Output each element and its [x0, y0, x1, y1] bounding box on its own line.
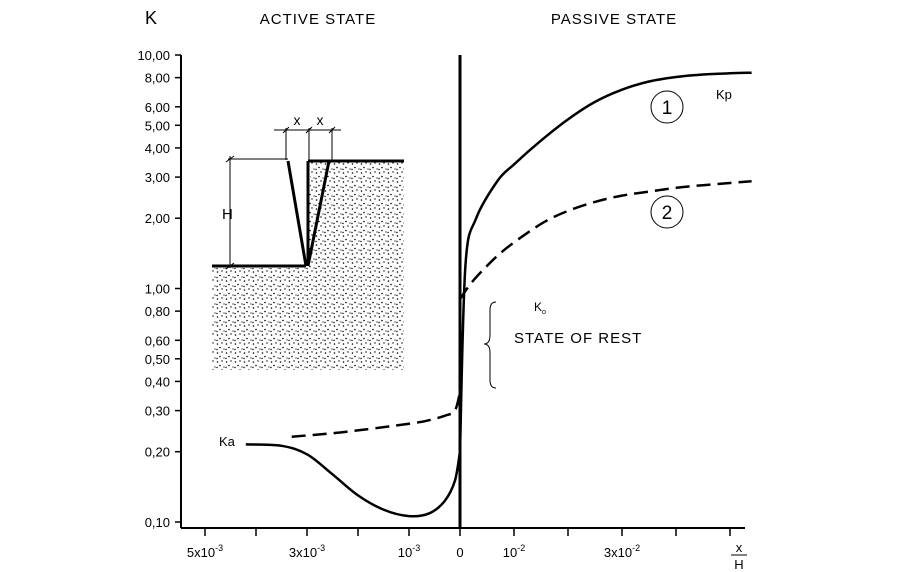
wall-inset-diagram: x x H [212, 112, 404, 370]
series-line-2 [458, 179, 752, 300]
x-axis-label-numerator: x [736, 540, 743, 555]
inset-dim-h-tick-top [225, 155, 235, 163]
x-ticks: 5x10-3 3x10-3 10-3 0 10-2 3x10-2 [187, 528, 731, 560]
y-tick-label: 0,10 [145, 515, 170, 530]
inset-dim-h-tick-bottom [225, 262, 235, 270]
x-tick-label: 5x10-3 [187, 543, 223, 560]
x-tick-label: 0 [456, 545, 463, 560]
y-tick-label: 5,00 [145, 118, 170, 133]
soil-hatch-right [306, 162, 404, 370]
y-tick-label: 0,80 [145, 304, 170, 319]
y-tick-label: 0,30 [145, 404, 170, 419]
x-tick-label: 3x10-2 [604, 543, 640, 560]
region-label-passive: PASSIVE STATE [551, 11, 677, 28]
y-ticks: 10,00 8,00 6,00 5,00 4,00 3,00 2,00 1,00 0,80 0,6… [137, 48, 181, 530]
series-1-marker-circle [650, 90, 684, 124]
y-tick-label: 2,00 [145, 211, 170, 226]
series-1-marker-label: 1 [662, 98, 673, 119]
k0-label: Ko [534, 300, 546, 316]
y-tick-label: 1,00 [145, 282, 170, 297]
y-axis-label: K [145, 8, 157, 28]
series-2-marker-label: 2 [662, 203, 673, 224]
x-tick-label: 10-2 [503, 543, 525, 560]
series-2-marker-circle [650, 195, 684, 229]
y-tick-label: 10,00 [137, 48, 170, 63]
kp-label: Kp [716, 87, 732, 102]
y-tick-label: 3,00 [145, 170, 170, 185]
series-line-3 [245, 443, 462, 518]
series-group [245, 71, 752, 518]
y-tick-label: 0,20 [145, 445, 170, 460]
series-line-1 [458, 71, 752, 452]
soil-hatch-left [212, 268, 306, 370]
ka-label: Ka [219, 434, 236, 449]
y-tick-label: 4,00 [145, 141, 170, 156]
region-label-active: ACTIVE STATE [260, 11, 376, 28]
inset-dim-tick-3 [328, 126, 336, 134]
inset-h-label: H [222, 206, 233, 223]
y-tick-label: 8,00 [145, 71, 170, 86]
y-tick-label: 0,60 [145, 333, 170, 348]
y-tick-label: 0,40 [145, 374, 170, 389]
series-line-4 [291, 391, 462, 438]
y-tick-label: 6,00 [145, 100, 170, 115]
x-tick-label: 10-3 [398, 543, 420, 560]
inset-wall-passive [306, 160, 331, 267]
state-of-rest-brace [483, 301, 497, 389]
y-tick-label: 0,50 [145, 352, 170, 367]
inset-dim-tick-2 [305, 126, 313, 134]
state-of-rest-label: STATE OF REST [514, 330, 642, 347]
x-tick-label: 3x10-3 [289, 543, 325, 560]
inset-x-label-left: x [294, 112, 301, 128]
inset-x-label-right: x [317, 112, 324, 128]
inset-dim-tick-1 [282, 126, 290, 134]
x-axis-label-denominator: H [734, 557, 743, 572]
inset-wall-active [286, 160, 308, 267]
